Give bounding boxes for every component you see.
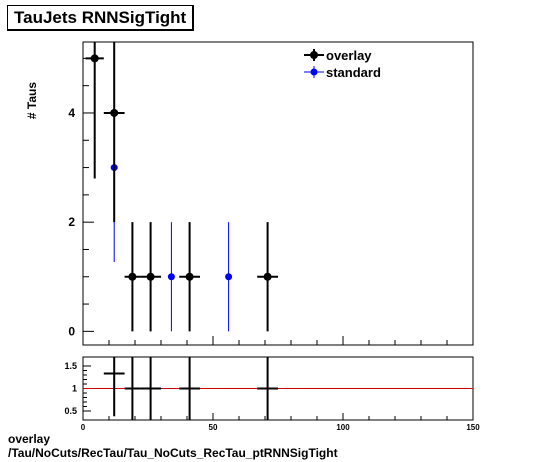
overlay-marker-1 bbox=[110, 108, 119, 117]
standard-point-1 bbox=[167, 222, 175, 332]
main-plot-frame bbox=[82, 41, 474, 346]
ratio-point-1 bbox=[124, 357, 141, 420]
overlay-marker-3 bbox=[146, 272, 155, 281]
y-tick-label: 0 bbox=[68, 324, 75, 338]
ratio-point-3 bbox=[179, 357, 200, 420]
legend-label-standard: standard bbox=[326, 65, 381, 80]
ratio-point-0 bbox=[103, 357, 125, 417]
overlay-point-5 bbox=[257, 222, 278, 332]
overlay-point-1 bbox=[103, 42, 125, 223]
ratio-axes: 0.5 1 1.5 0 50 100 150 bbox=[64, 361, 480, 432]
footer: overlay /Tau/NoCuts/RecTau/Tau_NoCuts_Re… bbox=[8, 432, 338, 460]
legend-entry-overlay: overlay bbox=[304, 48, 372, 63]
ratio-point-2 bbox=[140, 357, 161, 420]
y-tick-label: 2 bbox=[68, 215, 75, 229]
overlay-point-4 bbox=[179, 222, 200, 332]
legend: overlay standard bbox=[304, 48, 381, 80]
ratio-y-tick-label: 1.5 bbox=[64, 361, 77, 371]
overlay-point-3 bbox=[140, 222, 161, 332]
footer-line-1: overlay bbox=[8, 432, 51, 446]
legend-marker-overlay bbox=[310, 51, 318, 59]
overlay-point-2 bbox=[124, 222, 141, 332]
standard-marker-2 bbox=[225, 273, 233, 281]
ratio-x-tick-label: 150 bbox=[466, 423, 480, 432]
overlay-marker-0 bbox=[90, 54, 99, 63]
overlay-point-0 bbox=[85, 42, 104, 179]
ratio-data-points bbox=[103, 357, 278, 420]
ratio-x-tick-label: 100 bbox=[336, 423, 350, 432]
legend-entry-standard: standard bbox=[304, 65, 381, 80]
main-y-axis: 0 2 4 bbox=[68, 57, 474, 345]
ratio-point-4 bbox=[257, 357, 278, 420]
ratio-y-tick-label: 0.5 bbox=[64, 406, 77, 416]
standard-point-2 bbox=[225, 222, 233, 332]
ratio-x-tick-label: 0 bbox=[81, 423, 86, 432]
standard-marker-1 bbox=[167, 273, 175, 281]
overlay-marker-5 bbox=[263, 272, 272, 281]
y-tick-label: 4 bbox=[68, 106, 75, 120]
footer-line-2: /Tau/NoCuts/RecTau/Tau_NoCuts_RecTau_ptR… bbox=[8, 446, 338, 460]
main-data-points bbox=[85, 42, 278, 332]
overlay-marker-4 bbox=[185, 272, 194, 281]
legend-label-overlay: overlay bbox=[326, 48, 372, 63]
overlay-marker-2 bbox=[128, 272, 137, 281]
y-axis-label: # Taus bbox=[25, 82, 39, 119]
ratio-x-tick-label: 50 bbox=[209, 423, 218, 432]
legend-marker-standard bbox=[310, 68, 318, 76]
chart-title: TauJets RNNSigTight bbox=[7, 5, 195, 31]
ratio-y-tick-label: 1 bbox=[72, 384, 77, 394]
